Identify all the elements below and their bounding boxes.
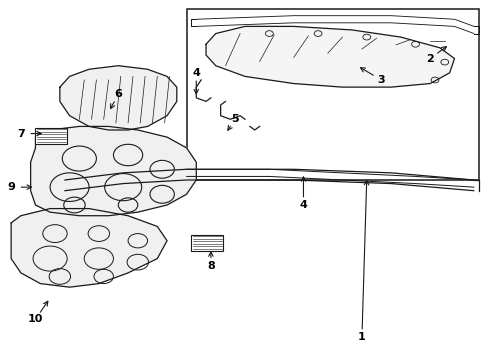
- Bar: [187, 9, 479, 180]
- Text: 1: 1: [358, 332, 366, 342]
- Polygon shape: [30, 126, 196, 216]
- Text: 4: 4: [193, 68, 200, 78]
- Polygon shape: [206, 26, 455, 87]
- Text: 2: 2: [426, 54, 434, 64]
- Text: 9: 9: [7, 182, 15, 192]
- Text: 8: 8: [207, 261, 215, 271]
- Polygon shape: [11, 208, 167, 287]
- Text: 6: 6: [114, 89, 122, 99]
- Polygon shape: [60, 66, 177, 130]
- Text: 7: 7: [17, 129, 25, 139]
- Text: 4: 4: [299, 200, 307, 210]
- Bar: [192, 235, 223, 251]
- Bar: [35, 128, 67, 144]
- Text: 10: 10: [28, 314, 43, 324]
- Text: 5: 5: [231, 114, 239, 124]
- Text: 3: 3: [378, 75, 385, 85]
